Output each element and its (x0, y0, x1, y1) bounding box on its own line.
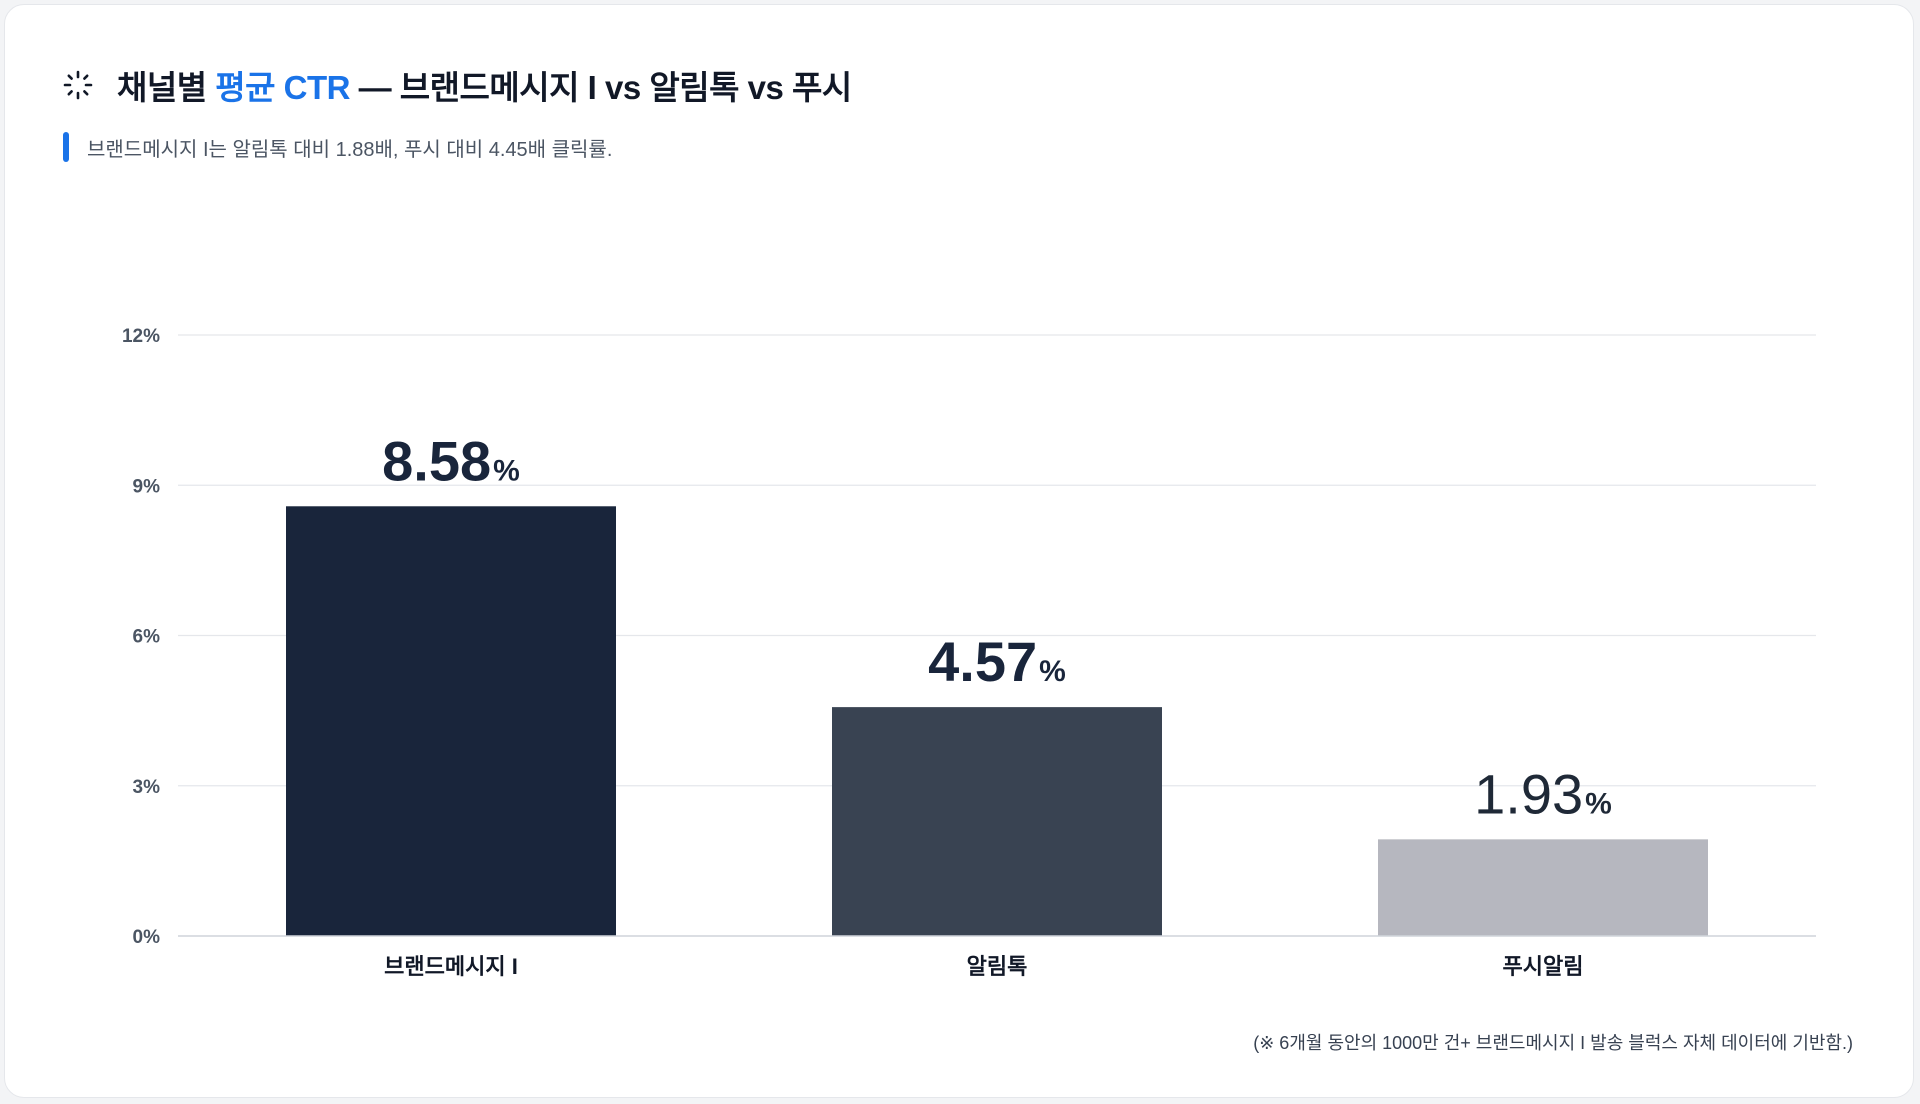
bar (286, 506, 616, 936)
sparkle-loader-icon (63, 70, 93, 100)
page-title: 채널별 평균 CTR — 브랜드메시지 I vs 알림톡 vs 푸시 (117, 61, 852, 109)
y-tick-label: 12% (122, 326, 160, 347)
subtitle: 브랜드메시지 I는 알림톡 대비 1.88배, 푸시 대비 4.45배 클릭률. (87, 138, 613, 161)
x-tick-label: 알림톡 (967, 954, 1028, 979)
data-label: 4.57% (928, 630, 1066, 693)
footnote: (※ 6개월 동안의 1000만 건+ 브랜드메시지 I 발송 블럭스 자체 데… (1253, 1033, 1853, 1053)
title-accent: 평균 CTR (215, 69, 350, 106)
bar (832, 707, 1162, 936)
title-row: 채널별 평균 CTR — 브랜드메시지 I vs 알림톡 vs 푸시 (63, 61, 852, 109)
y-tick-label: 0% (133, 927, 161, 948)
bar (1378, 839, 1708, 936)
title-suffix: — 브랜드메시지 I vs 알림톡 vs 푸시 (349, 69, 853, 106)
subtitle-row: 브랜드메시지 I는 알림톡 대비 1.88배, 푸시 대비 4.45배 클릭률. (63, 131, 612, 163)
y-tick-label: 9% (133, 476, 161, 497)
subtitle-accent-bar (63, 132, 69, 162)
x-tick-label: 브랜드메시지 I (384, 954, 518, 979)
data-label: 8.58% (382, 429, 520, 492)
title-prefix: 채널별 (117, 69, 216, 106)
y-tick-label: 6% (133, 627, 161, 648)
data-label: 1.93% (1474, 762, 1612, 825)
x-tick-label: 푸시알림 (1503, 954, 1584, 979)
y-tick-label: 3% (133, 777, 161, 798)
